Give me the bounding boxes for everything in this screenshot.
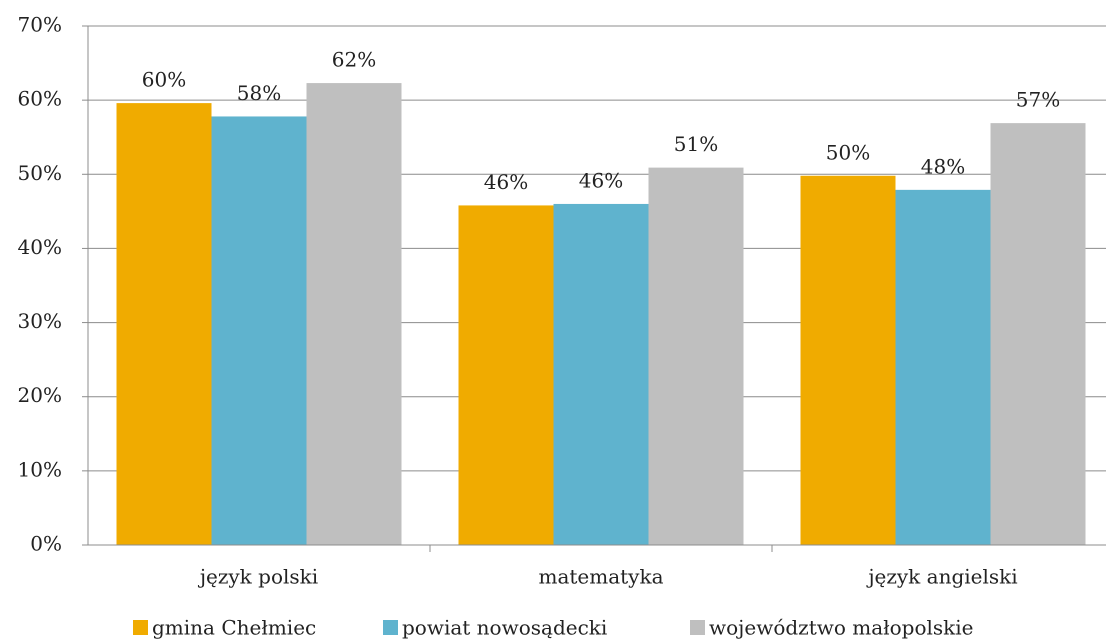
- x-tick-label: matematyka: [538, 565, 663, 589]
- bar: [800, 175, 896, 546]
- legend-swatch: [133, 620, 148, 635]
- legend-label: powiat nowosądecki: [402, 616, 607, 639]
- bar: [211, 116, 307, 545]
- bar: [895, 189, 991, 545]
- y-tick-label: 30%: [18, 309, 62, 333]
- data-label: 50%: [826, 140, 870, 164]
- legend-swatch: [383, 620, 398, 635]
- bar: [553, 203, 649, 545]
- y-tick-label: 40%: [18, 235, 62, 259]
- legend-swatch: [690, 620, 705, 635]
- y-tick-label: 10%: [18, 457, 62, 481]
- x-tick-label: język polski: [198, 565, 318, 589]
- data-label: 60%: [142, 68, 186, 92]
- legend-label: gmina Chełmiec: [152, 616, 316, 639]
- bar: [116, 103, 212, 545]
- y-tick-label: 50%: [18, 161, 62, 185]
- legend-label: województwo małopolskie: [709, 616, 974, 639]
- data-label: 58%: [237, 81, 281, 105]
- bar: [648, 167, 744, 545]
- x-tick-label: język angielski: [866, 565, 1017, 589]
- y-tick-label: 70%: [18, 13, 62, 37]
- y-tick-label: 0%: [30, 532, 62, 556]
- data-label: 57%: [1016, 88, 1060, 112]
- bar: [306, 83, 402, 545]
- legend: gmina Chełmiec powiat nowosądecki wojewódz…: [133, 616, 974, 639]
- data-label: 48%: [921, 154, 965, 178]
- data-label: 62%: [332, 48, 376, 72]
- y-tick-label: 60%: [18, 87, 62, 111]
- bar: [458, 205, 554, 545]
- data-label: 46%: [484, 170, 528, 194]
- bar: [990, 123, 1086, 546]
- data-label: 51%: [674, 132, 718, 156]
- y-tick-label: 20%: [18, 383, 62, 407]
- data-label: 46%: [579, 168, 623, 192]
